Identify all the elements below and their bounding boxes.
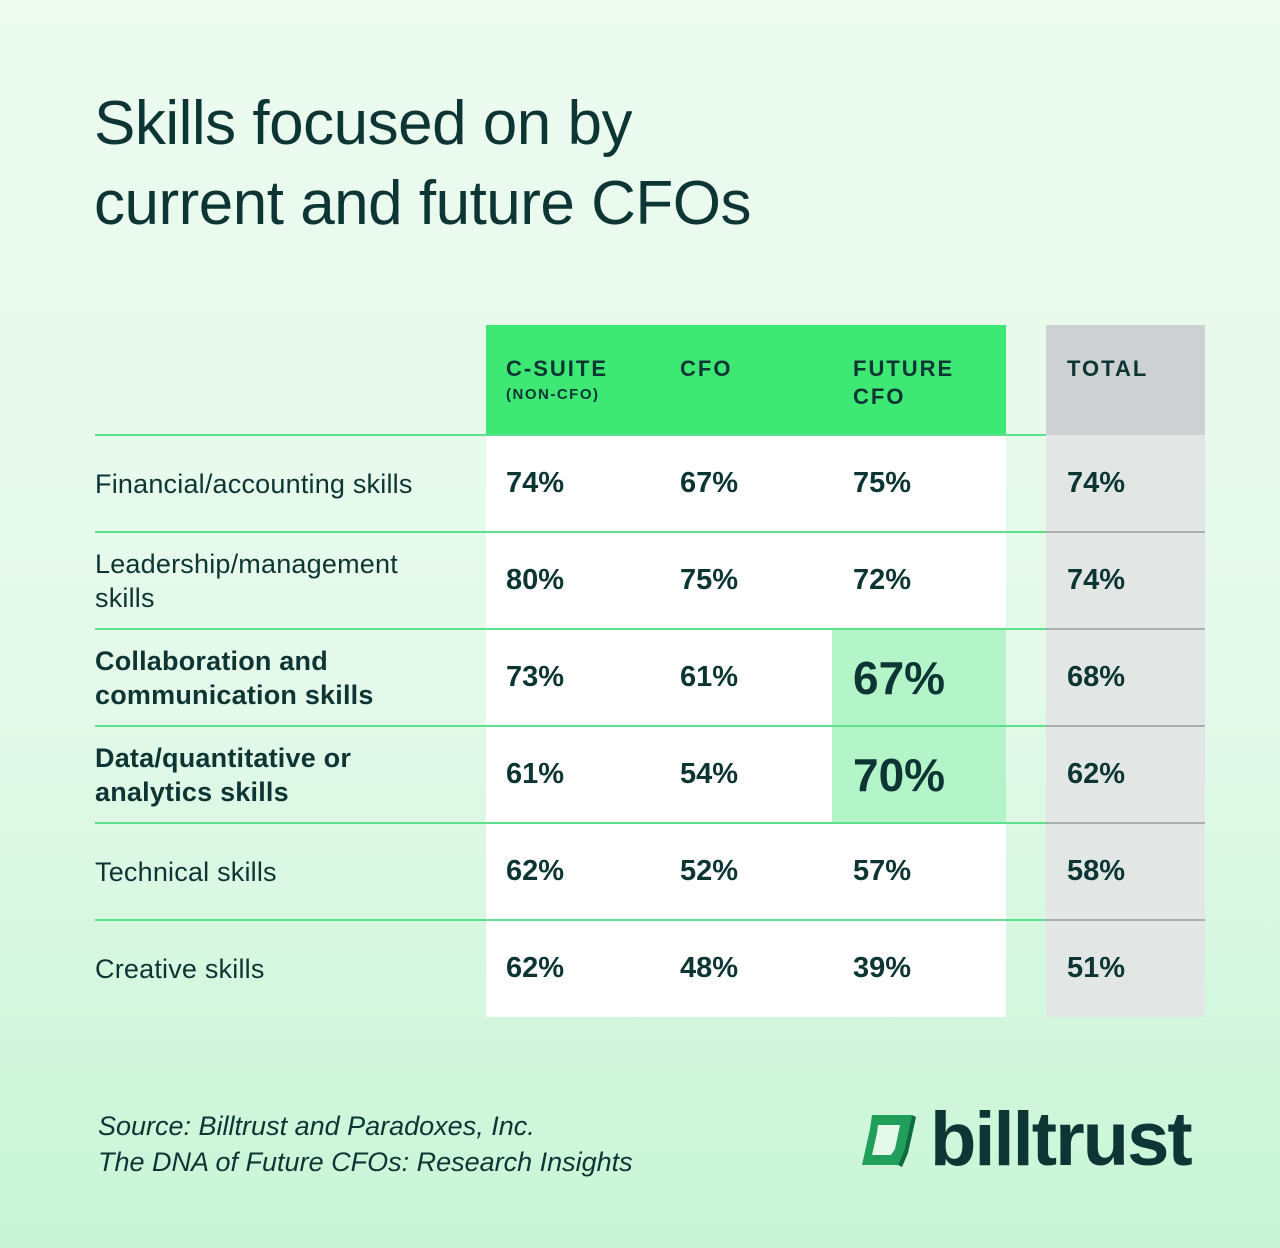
row-label-text: Technical skills — [95, 855, 277, 889]
column-header: TOTAL — [1067, 355, 1148, 383]
value-cell: 62% — [506, 855, 565, 887]
row-label-line: skills — [95, 582, 155, 613]
column-header: C-SUITE (NON-CFO) — [506, 355, 608, 407]
value-cell: 57% — [853, 855, 912, 887]
row-label: Creative skills — [95, 920, 475, 1017]
row-divider-total — [1046, 531, 1205, 533]
row-label-line: Collaboration and — [95, 645, 328, 676]
chart-title-line: Skills focused on by — [94, 89, 632, 158]
row-divider — [95, 919, 1205, 921]
column-header-sublabel: (NON-CFO) — [506, 386, 600, 403]
value-cell: 52% — [680, 855, 739, 887]
value-cell: 61% — [506, 758, 565, 790]
value-cell: 48% — [680, 952, 739, 984]
row-divider — [95, 531, 1205, 533]
row-label-text: Financial/accounting skills — [95, 467, 413, 501]
row-label-line: analytics skills — [95, 776, 289, 807]
value-cell: 75% — [853, 467, 912, 499]
value-cell: 73% — [506, 661, 565, 693]
row-label: Leadership/management skills — [95, 532, 475, 629]
row-label-text: Leadership/management skills — [95, 547, 398, 615]
value-cell: 74% — [1067, 564, 1126, 596]
value-cell: 75% — [680, 564, 739, 596]
row-label: Data/quantitative or analytics skills — [95, 726, 475, 823]
row-label-line: Creative skills — [95, 953, 265, 984]
row-label-line: Financial/accounting skills — [95, 468, 413, 499]
column-header-label: TOTAL — [1067, 356, 1149, 381]
value-cell: 62% — [1067, 758, 1126, 790]
value-cell: 61% — [680, 661, 739, 693]
value-cell: 80% — [506, 564, 565, 596]
row-divider — [95, 434, 1046, 436]
row-divider-total — [1046, 919, 1205, 921]
source-note: Source: Billtrust and Paradoxes, Inc. Th… — [98, 1108, 633, 1180]
value-cell: 74% — [1067, 467, 1126, 499]
value-cell: 67% — [853, 651, 946, 704]
row-label-text: Data/quantitative or analytics skills — [95, 741, 351, 809]
row-divider-total — [1046, 725, 1205, 727]
row-label-line: Data/quantitative or — [95, 742, 352, 773]
value-cell: 51% — [1067, 952, 1126, 984]
source-line: The DNA of Future CFOs: Research Insight… — [98, 1147, 633, 1177]
header-highlight-band — [486, 325, 1006, 435]
column-header-label: FUTURE — [853, 356, 955, 381]
row-divider-total — [1046, 628, 1205, 630]
highlight-cell — [832, 726, 1006, 823]
value-cell: 74% — [506, 467, 565, 499]
column-header-label: C-SUITE — [506, 356, 608, 381]
billtrust-logo-icon — [862, 1115, 916, 1167]
column-header: FUTURE CFO — [853, 355, 954, 411]
value-cell: 58% — [1067, 855, 1126, 887]
row-divider — [95, 725, 1205, 727]
value-cell: 39% — [853, 952, 912, 984]
row-divider — [95, 628, 1205, 630]
chart-title: Skills focused on by current and future … — [94, 84, 994, 244]
row-label-line: Technical skills — [95, 856, 277, 887]
row-label: Financial/accounting skills — [95, 435, 475, 532]
billtrust-logo: billtrust — [858, 1097, 1193, 1182]
row-label-text: Collaboration and communication skills — [95, 644, 374, 712]
row-label-line: Leadership/management — [95, 548, 398, 579]
row-label: Technical skills — [95, 823, 475, 920]
logo-wordmark: billtrust — [930, 1097, 1193, 1182]
value-cell: 67% — [680, 467, 739, 499]
column-header-label: CFO — [680, 356, 733, 381]
highlight-cell — [832, 629, 1006, 726]
value-cell: 54% — [680, 758, 739, 790]
row-divider — [95, 822, 1205, 824]
value-cell: 72% — [853, 564, 912, 596]
row-divider-total — [1046, 822, 1205, 824]
source-line: Source: Billtrust and Paradoxes, Inc. — [98, 1111, 535, 1141]
row-label-line: communication skills — [95, 679, 374, 710]
value-cell: 70% — [853, 748, 946, 801]
value-cell: 62% — [506, 952, 565, 984]
column-header-label: CFO — [853, 384, 906, 409]
value-cell: 68% — [1067, 661, 1126, 693]
column-header: CFO — [680, 355, 732, 383]
chart-title-line: current and future CFOs — [94, 169, 752, 238]
total-header-band — [1046, 325, 1205, 435]
row-label-text: Creative skills — [95, 952, 265, 986]
row-label: Collaboration and communication skills — [95, 629, 475, 726]
